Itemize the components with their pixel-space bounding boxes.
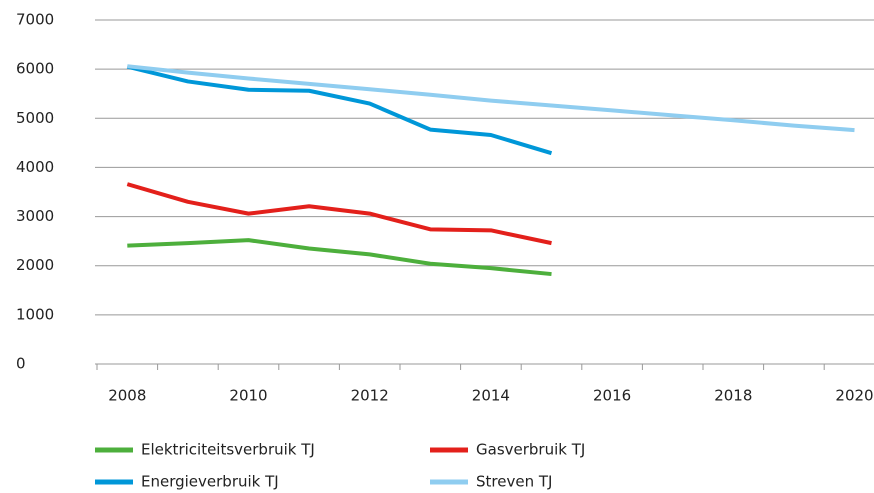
x-tick-label: 2008: [108, 387, 146, 405]
y-tick-label: 3000: [16, 207, 54, 225]
x-tick-label: 2010: [229, 387, 267, 405]
y-tick-label: 4000: [16, 158, 54, 176]
legend-label: Elektriciteitsverbruik TJ: [141, 441, 315, 459]
series-line: [127, 238, 552, 277]
x-tick-label: 2020: [835, 387, 873, 405]
x-tick-label: 2018: [714, 387, 752, 405]
series-line: [126, 64, 553, 156]
x-tick-label: 2016: [593, 387, 631, 405]
y-tick-label: 5000: [16, 109, 54, 127]
legend-label: Streven TJ: [476, 473, 552, 491]
legend-label: Gasverbruik TJ: [476, 441, 585, 459]
x-tick-label: 2014: [472, 387, 510, 405]
x-tick-label: 2012: [351, 387, 389, 405]
series-line: [127, 64, 855, 133]
y-tick-label: 6000: [16, 60, 54, 78]
y-tick-label: 7000: [16, 11, 54, 29]
y-tick-label: 2000: [16, 256, 54, 274]
series-line: [126, 182, 552, 246]
y-tick-label: 0: [16, 355, 26, 373]
y-tick-label: 1000: [16, 305, 54, 323]
legend-label: Energieverbruik TJ: [141, 473, 279, 491]
